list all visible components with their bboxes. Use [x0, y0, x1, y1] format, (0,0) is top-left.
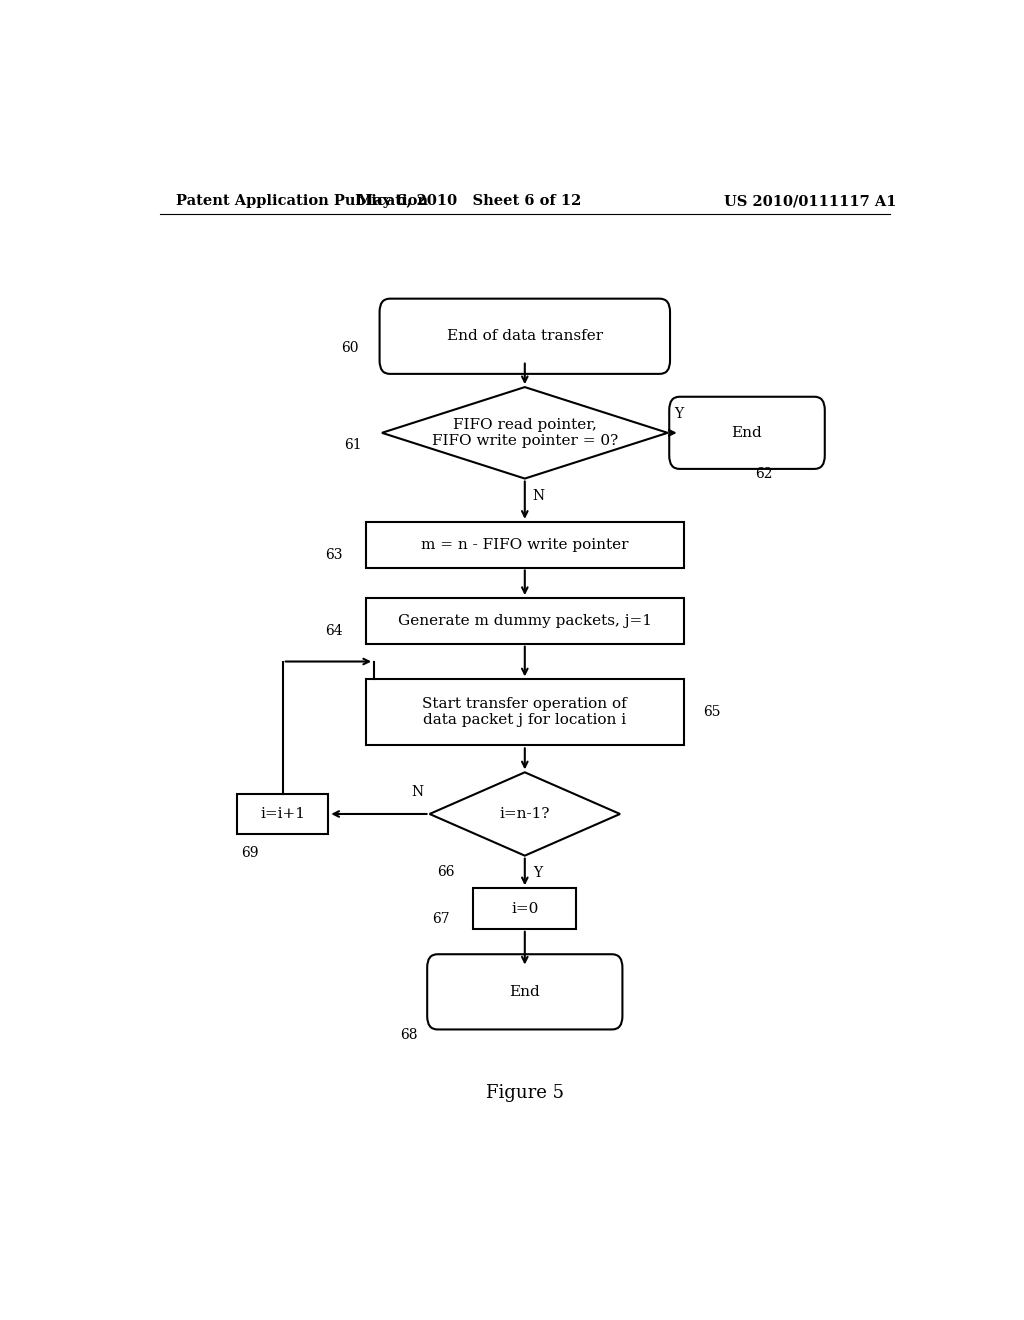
Bar: [367, 598, 684, 644]
Bar: [367, 680, 684, 746]
Text: End: End: [731, 426, 763, 440]
Text: Figure 5: Figure 5: [485, 1085, 564, 1102]
Text: 66: 66: [437, 865, 455, 879]
Text: i=i+1: i=i+1: [260, 807, 305, 821]
Text: Y: Y: [674, 407, 683, 421]
FancyBboxPatch shape: [380, 298, 670, 374]
Text: 68: 68: [400, 1027, 418, 1041]
FancyBboxPatch shape: [427, 954, 623, 1030]
Text: i=n-1?: i=n-1?: [500, 807, 550, 821]
Text: m = n - FIFO write pointer: m = n - FIFO write pointer: [421, 537, 629, 552]
FancyBboxPatch shape: [670, 397, 824, 469]
Bar: [238, 793, 329, 834]
Text: Patent Application Publication: Patent Application Publication: [176, 194, 428, 209]
Text: N: N: [532, 488, 545, 503]
Text: N: N: [411, 784, 423, 799]
Text: i=0: i=0: [511, 902, 539, 916]
Text: 64: 64: [325, 624, 342, 638]
Polygon shape: [430, 772, 620, 855]
Text: 65: 65: [703, 705, 721, 719]
Text: FIFO read pointer,
FIFO write pointer = 0?: FIFO read pointer, FIFO write pointer = …: [432, 417, 617, 447]
Text: 69: 69: [241, 846, 259, 859]
Polygon shape: [382, 387, 668, 479]
Text: Start transfer operation of
data packet j for location i: Start transfer operation of data packet …: [423, 697, 627, 727]
Text: End: End: [509, 985, 541, 999]
Bar: [367, 521, 684, 568]
Text: Generate m dummy packets, j=1: Generate m dummy packets, j=1: [397, 614, 652, 628]
Text: End of data transfer: End of data transfer: [446, 329, 603, 343]
Bar: [473, 888, 577, 929]
Text: US 2010/0111117 A1: US 2010/0111117 A1: [724, 194, 897, 209]
Text: 63: 63: [325, 548, 342, 562]
Text: 61: 61: [344, 438, 362, 451]
Text: 60: 60: [341, 342, 358, 355]
Text: Y: Y: [532, 866, 542, 880]
Text: May 6, 2010   Sheet 6 of 12: May 6, 2010 Sheet 6 of 12: [357, 194, 582, 209]
Text: 67: 67: [432, 912, 450, 925]
Text: 62: 62: [755, 467, 772, 480]
